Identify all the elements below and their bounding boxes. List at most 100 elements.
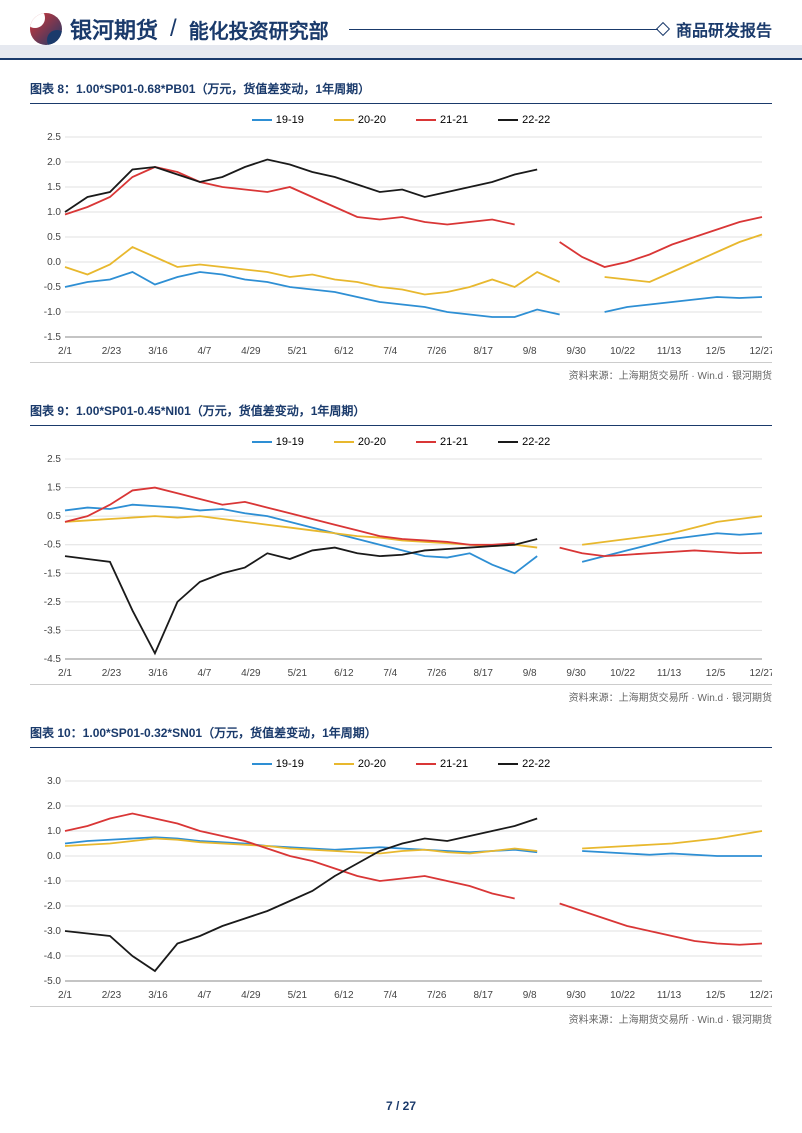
chart-block-2: 图表 10：1.00*SP01-0.32*SN01（万元，货值差变动，1年周期）… bbox=[30, 724, 772, 1026]
legend-swatch bbox=[334, 119, 354, 122]
svg-text:5/21: 5/21 bbox=[288, 346, 308, 357]
legend-label: 22-22 bbox=[522, 758, 550, 770]
legend-item: 21-21 bbox=[416, 114, 468, 126]
svg-text:9/8: 9/8 bbox=[523, 668, 537, 679]
legend-label: 19-19 bbox=[276, 758, 304, 770]
svg-text:2/23: 2/23 bbox=[102, 346, 122, 357]
svg-text:8/17: 8/17 bbox=[473, 990, 493, 1001]
header-decoration bbox=[349, 24, 676, 34]
legend-item: 22-22 bbox=[498, 114, 550, 126]
svg-text:10/22: 10/22 bbox=[610, 346, 635, 357]
chart-legend: 19-19 20-20 21-21 22-22 bbox=[30, 430, 772, 454]
chart-source: 资料来源：上海期货交易所 · Win.d · 银河期货 bbox=[30, 1006, 772, 1026]
svg-text:11/13: 11/13 bbox=[657, 346, 682, 357]
svg-text:4/29: 4/29 bbox=[241, 990, 261, 1001]
svg-text:7/4: 7/4 bbox=[383, 346, 397, 357]
svg-text:11/13: 11/13 bbox=[657, 668, 682, 679]
legend-item: 22-22 bbox=[498, 436, 550, 448]
legend-swatch bbox=[416, 441, 436, 444]
svg-text:9/30: 9/30 bbox=[566, 346, 586, 357]
svg-text:7/26: 7/26 bbox=[427, 668, 447, 679]
svg-text:-2.5: -2.5 bbox=[44, 597, 62, 608]
svg-text:7/26: 7/26 bbox=[427, 990, 447, 1001]
svg-text:8/17: 8/17 bbox=[473, 346, 493, 357]
svg-text:0.0: 0.0 bbox=[47, 257, 61, 268]
legend-swatch bbox=[416, 763, 436, 766]
svg-text:3/16: 3/16 bbox=[148, 990, 168, 1001]
chart-block-1: 图表 9：1.00*SP01-0.45*NI01（万元，货值差变动，1年周期）1… bbox=[30, 402, 772, 704]
legend-label: 21-21 bbox=[440, 114, 468, 126]
svg-text:1.5: 1.5 bbox=[47, 182, 61, 193]
svg-text:6/12: 6/12 bbox=[334, 990, 354, 1001]
svg-text:4/29: 4/29 bbox=[241, 346, 261, 357]
legend-label: 22-22 bbox=[522, 436, 550, 448]
svg-text:5/21: 5/21 bbox=[288, 668, 308, 679]
svg-text:12/27: 12/27 bbox=[749, 346, 772, 357]
svg-text:-1.0: -1.0 bbox=[44, 307, 62, 318]
svg-text:12/27: 12/27 bbox=[749, 668, 772, 679]
svg-text:4/7: 4/7 bbox=[197, 668, 211, 679]
svg-text:7/4: 7/4 bbox=[383, 990, 397, 1001]
logo-icon bbox=[30, 13, 62, 45]
svg-text:12/5: 12/5 bbox=[706, 990, 726, 1001]
page-total: 27 bbox=[403, 1099, 416, 1113]
brand-logo-area: 银河期货 bbox=[30, 13, 158, 45]
series-line bbox=[65, 488, 762, 557]
legend-label: 20-20 bbox=[358, 436, 386, 448]
legend-swatch bbox=[252, 441, 272, 444]
series-line bbox=[65, 814, 762, 945]
svg-text:12/5: 12/5 bbox=[706, 346, 726, 357]
svg-text:-3.0: -3.0 bbox=[44, 926, 62, 937]
legend-swatch bbox=[334, 763, 354, 766]
svg-text:12/5: 12/5 bbox=[706, 668, 726, 679]
svg-text:1.0: 1.0 bbox=[47, 826, 61, 837]
svg-text:0.0: 0.0 bbox=[47, 851, 61, 862]
legend-swatch bbox=[252, 119, 272, 122]
series-line bbox=[65, 539, 537, 653]
legend-label: 20-20 bbox=[358, 758, 386, 770]
legend-label: 21-21 bbox=[440, 758, 468, 770]
legend-label: 19-19 bbox=[276, 114, 304, 126]
svg-text:11/13: 11/13 bbox=[657, 990, 682, 1001]
chart-svg: -4.5-3.5-2.5-1.5-0.50.51.52.52/12/233/16… bbox=[30, 454, 772, 684]
legend-label: 21-21 bbox=[440, 436, 468, 448]
svg-text:2/23: 2/23 bbox=[102, 668, 122, 679]
svg-text:7/4: 7/4 bbox=[383, 668, 397, 679]
chart-legend: 19-19 20-20 21-21 22-22 bbox=[30, 108, 772, 132]
svg-text:12/27: 12/27 bbox=[749, 990, 772, 1001]
chart-svg: -1.5-1.0-0.50.00.51.01.52.02.52/12/233/1… bbox=[30, 132, 772, 362]
dept-name: 能化投资研究部 bbox=[189, 15, 329, 44]
svg-text:9/30: 9/30 bbox=[566, 990, 586, 1001]
legend-item: 20-20 bbox=[334, 114, 386, 126]
report-type: 商品研发报告 bbox=[676, 17, 772, 41]
legend-item: 20-20 bbox=[334, 758, 386, 770]
legend-swatch bbox=[252, 763, 272, 766]
legend-swatch bbox=[416, 119, 436, 122]
chart-block-0: 图表 8：1.00*SP01-0.68*PB01（万元，货值差变动，1年周期）1… bbox=[30, 80, 772, 382]
svg-text:9/8: 9/8 bbox=[523, 990, 537, 1001]
svg-text:1.5: 1.5 bbox=[47, 483, 61, 494]
chart-svg: -5.0-4.0-3.0-2.0-1.00.01.02.03.02/12/233… bbox=[30, 776, 772, 1006]
legend-swatch bbox=[498, 441, 518, 444]
svg-text:2/1: 2/1 bbox=[58, 346, 72, 357]
svg-text:-0.5: -0.5 bbox=[44, 540, 62, 551]
legend-item: 22-22 bbox=[498, 758, 550, 770]
legend-item: 21-21 bbox=[416, 436, 468, 448]
svg-text:1.0: 1.0 bbox=[47, 207, 61, 218]
legend-item: 19-19 bbox=[252, 114, 304, 126]
chart-title: 图表 10：1.00*SP01-0.32*SN01（万元，货值差变动，1年周期） bbox=[30, 724, 772, 748]
chart-source: 资料来源：上海期货交易所 · Win.d · 银河期货 bbox=[30, 684, 772, 704]
svg-text:5/21: 5/21 bbox=[288, 990, 308, 1001]
svg-text:9/30: 9/30 bbox=[566, 668, 586, 679]
svg-text:2.5: 2.5 bbox=[47, 132, 61, 143]
svg-text:7/26: 7/26 bbox=[427, 346, 447, 357]
svg-text:-1.5: -1.5 bbox=[44, 568, 62, 579]
page-current: 7 bbox=[386, 1099, 393, 1113]
svg-text:4/29: 4/29 bbox=[241, 668, 261, 679]
svg-text:-0.5: -0.5 bbox=[44, 282, 62, 293]
svg-text:4/7: 4/7 bbox=[197, 346, 211, 357]
legend-item: 19-19 bbox=[252, 436, 304, 448]
legend-item: 19-19 bbox=[252, 758, 304, 770]
svg-text:8/17: 8/17 bbox=[473, 668, 493, 679]
legend-swatch bbox=[498, 763, 518, 766]
